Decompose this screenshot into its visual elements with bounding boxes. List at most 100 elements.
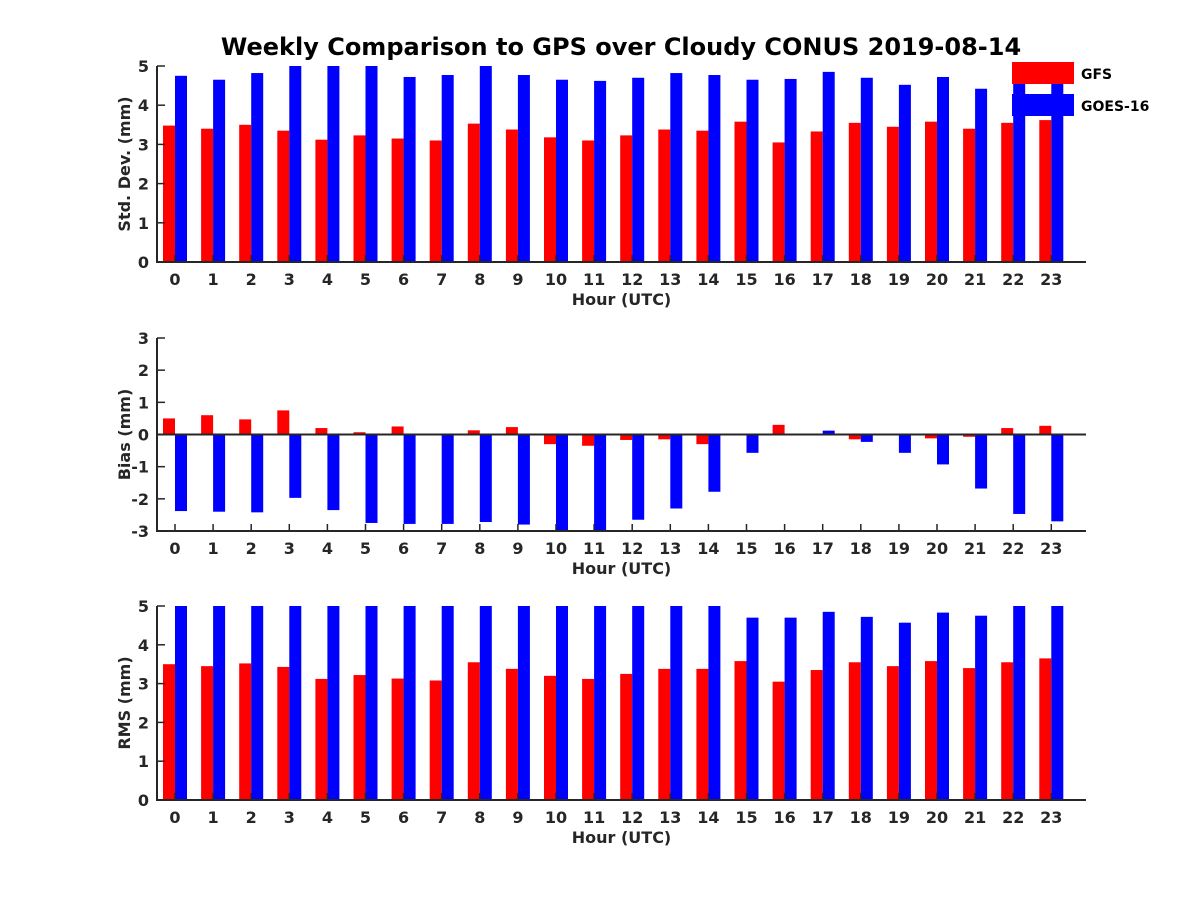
rms-xtick-label: 5: [360, 808, 371, 827]
rms-bar-gfs-hour-17: [810, 670, 823, 800]
bias-xtick-label: 3: [284, 539, 295, 558]
rms-bar-gfs-hour-7: [429, 680, 442, 800]
rms-bar-goes-16-hour-1: [213, 606, 226, 800]
rms-xtick-label: 22: [1002, 808, 1024, 827]
rms-xtick-label: 16: [773, 808, 795, 827]
rms-bar-gfs-hour-8: [467, 662, 480, 800]
rms-bar-goes-16-hour-14: [708, 606, 721, 800]
bias-bar-gfs-hour-8: [467, 430, 480, 435]
stddev-xtick-label: 7: [436, 270, 447, 289]
stddev-bar-gfs-hour-11: [582, 140, 595, 262]
rms-bar-gfs-hour-9: [505, 668, 518, 800]
bias-bar-goes-16-hour-6: [403, 434, 416, 524]
rms-xtick-label: 14: [697, 808, 719, 827]
rms-bar-gfs-hour-23: [1039, 658, 1052, 800]
bias-xtick-label: 12: [621, 539, 643, 558]
rms-bar-goes-16-hour-8: [479, 606, 492, 800]
stddev-bar-goes-16-hour-20: [937, 76, 949, 262]
stddev-xtick-label: 5: [360, 270, 371, 289]
bias-bar-gfs-hour-6: [391, 426, 404, 435]
rms-xtick-label: 3: [284, 808, 295, 827]
bias-xtick-label: 2: [246, 539, 257, 558]
rms-bar-goes-16-hour-7: [441, 606, 454, 800]
stddev-xtick-label: 4: [322, 270, 333, 289]
rms-bar-goes-16-hour-12: [632, 606, 645, 800]
rms-xtick-label: 4: [322, 808, 333, 827]
bias-xtick-label: 0: [169, 539, 180, 558]
bias-bar-goes-16-hour-14: [708, 434, 721, 492]
bias-xtick-label: 8: [474, 539, 485, 558]
bias-bar-goes-16-hour-23: [1051, 434, 1064, 522]
stddev-bar-goes-16-hour-23: [1051, 77, 1064, 262]
rms-bar-gfs-hour-10: [544, 675, 556, 800]
stddev-bar-goes-16-hour-12: [632, 77, 645, 262]
bias-bar-gfs-hour-4: [315, 428, 328, 435]
stddev-xtick-label: 11: [583, 270, 605, 289]
rms-bar-goes-16-hour-10: [556, 606, 568, 800]
rms-bar-gfs-hour-18: [848, 662, 861, 800]
stddev-bar-goes-16-hour-10: [556, 79, 568, 262]
rms-xtick-label: 15: [735, 808, 757, 827]
stddev-xtick-label: 21: [964, 270, 986, 289]
legend-swatch-goes-16: [1012, 94, 1074, 116]
rms-xtick-label: 19: [888, 808, 910, 827]
rms-ylabel: RMS (mm): [115, 656, 134, 749]
bias-ylabel: Bias (mm): [115, 389, 134, 481]
chart-title: Weekly Comparison to GPS over Cloudy CON…: [221, 33, 1021, 61]
bias-bar-goes-16-hour-21: [975, 434, 988, 489]
rms-bar-goes-16-hour-13: [670, 606, 683, 800]
bias-xtick-label: 21: [964, 539, 986, 558]
rms-xtick-label: 6: [398, 808, 409, 827]
bias-ytick-label: -3: [131, 522, 149, 541]
bias-bar-goes-16-hour-9: [517, 434, 530, 525]
rms-bar-gfs-hour-6: [391, 678, 404, 800]
rms-xlabel: Hour (UTC): [572, 828, 672, 847]
stddev-xtick-label: 1: [208, 270, 219, 289]
rms-ytick-label: 0: [138, 791, 149, 810]
rms-xtick-label: 18: [850, 808, 872, 827]
bias-ytick-label: 0: [138, 426, 149, 445]
bias-bar-gfs-hour-12: [620, 434, 633, 440]
rms-bar-gfs-hour-22: [1001, 662, 1014, 800]
stddev-bar-goes-16-hour-6: [403, 76, 416, 262]
stddev-bar-gfs-hour-10: [544, 137, 556, 262]
bias-bar-goes-16-hour-17: [822, 430, 835, 435]
bias-ytick-label: -2: [131, 490, 149, 509]
stddev-xtick-label: 14: [697, 270, 719, 289]
stddev-ytick-label: 5: [138, 57, 149, 76]
bias-bar-gfs-hour-0: [163, 418, 175, 435]
rms-xtick-label: 13: [659, 808, 681, 827]
stddev-bar-gfs-hour-20: [925, 121, 937, 262]
stddev-bar-gfs-hour-7: [429, 140, 442, 262]
rms-bar-goes-16-hour-16: [784, 617, 797, 800]
stddev-bar-gfs-hour-2: [239, 124, 252, 262]
bias-xtick-label: 11: [583, 539, 605, 558]
bias-bar-goes-16-hour-0: [175, 434, 187, 512]
stddev-ytick-label: 3: [138, 135, 149, 154]
bias-xtick-label: 17: [812, 539, 834, 558]
rms-bar-goes-16-hour-15: [746, 617, 759, 800]
rms-xtick-label: 17: [812, 808, 834, 827]
stddev-bar-gfs-hour-8: [467, 123, 480, 263]
stddev-bar-goes-16-hour-2: [251, 73, 264, 262]
stddev-bar-gfs-hour-16: [772, 142, 785, 262]
bias-bar-gfs-hour-22: [1001, 428, 1014, 435]
bias-xtick-label: 14: [697, 539, 719, 558]
stddev-bar-goes-16-hour-15: [746, 79, 759, 262]
bias-bar-goes-16-hour-5: [365, 434, 378, 523]
stddev-bar-goes-16-hour-21: [975, 88, 988, 263]
stddev-bar-gfs-hour-0: [163, 125, 175, 262]
bias-bar-goes-16-hour-11: [594, 434, 607, 531]
bias-xtick-label: 20: [926, 539, 948, 558]
bias-bar-gfs-hour-23: [1039, 425, 1052, 435]
stddev-xlabel: Hour (UTC): [572, 290, 672, 309]
rms-ytick-label: 1: [138, 752, 149, 771]
bias-xtick-label: 18: [850, 539, 872, 558]
stddev-bar-goes-16-hour-16: [784, 78, 797, 262]
rms-xtick-label: 23: [1040, 808, 1062, 827]
stddev-xtick-label: 18: [850, 270, 872, 289]
legend: GFS GOES-16: [1012, 62, 1149, 116]
rms-bar-gfs-hour-16: [772, 681, 785, 800]
rms-xtick-label: 20: [926, 808, 948, 827]
